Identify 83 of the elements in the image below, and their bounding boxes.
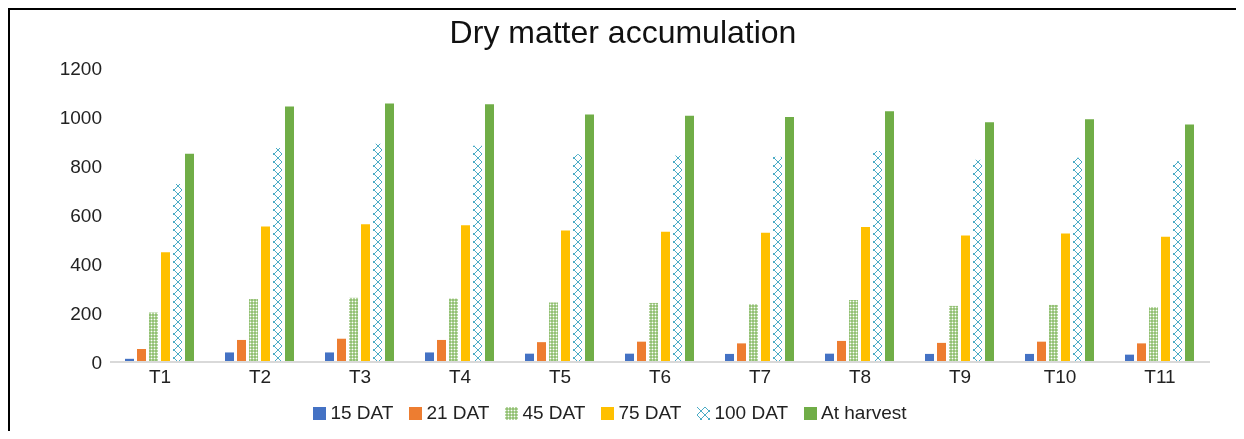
bar — [1061, 233, 1070, 362]
bar — [473, 145, 482, 362]
legend-label: 100 DAT — [713, 402, 789, 424]
bar — [949, 305, 958, 362]
bar — [661, 231, 670, 362]
bar — [261, 226, 270, 362]
x-tick-label: T3 — [348, 366, 372, 388]
bar — [425, 352, 434, 362]
bar — [485, 104, 494, 362]
bar — [749, 304, 758, 362]
bar — [273, 148, 282, 362]
bar — [737, 343, 746, 362]
bar — [1049, 304, 1058, 362]
bar — [585, 114, 594, 362]
bar — [325, 352, 334, 362]
x-tick-label: T1 — [148, 366, 172, 388]
x-tick-label: T10 — [1043, 366, 1077, 388]
bar — [337, 338, 346, 362]
bar — [161, 252, 170, 362]
bar — [449, 298, 458, 362]
bar — [185, 153, 194, 362]
y-tick-label: 600 — [70, 204, 102, 226]
bar — [385, 103, 394, 362]
bar — [225, 352, 234, 362]
x-tick-label: T11 — [1144, 366, 1176, 388]
x-tick-label: T7 — [748, 366, 772, 388]
y-tick-label: 0 — [91, 351, 102, 373]
bar — [461, 225, 470, 362]
bar — [685, 115, 694, 362]
bar — [773, 156, 782, 362]
bar — [861, 227, 870, 362]
bar — [285, 106, 294, 362]
bar — [149, 312, 158, 362]
bar — [1137, 343, 1146, 362]
x-tick-label: T6 — [648, 366, 672, 388]
y-tick-label: 200 — [70, 302, 102, 324]
legend-label: 75 DAT — [617, 402, 682, 424]
x-tick-label: T2 — [248, 366, 272, 388]
legend-label: 21 DAT — [425, 402, 490, 424]
x-tick-label: T5 — [548, 366, 572, 388]
bar — [985, 122, 994, 362]
bar — [885, 111, 894, 362]
x-tick-label: T9 — [948, 366, 972, 388]
bar — [437, 339, 446, 362]
bar — [549, 302, 558, 362]
bar — [1149, 307, 1158, 362]
bar — [961, 235, 970, 362]
bar — [761, 232, 770, 362]
bar — [1185, 124, 1194, 362]
y-tick-label: 400 — [70, 253, 102, 275]
bar — [1173, 161, 1182, 362]
bar — [849, 300, 858, 362]
bar — [237, 339, 246, 362]
bar — [873, 151, 882, 362]
bar — [973, 159, 982, 362]
bar — [173, 183, 182, 362]
bar — [561, 230, 570, 362]
bar — [573, 154, 582, 362]
bar — [937, 342, 946, 362]
bar — [137, 349, 146, 362]
bar — [673, 155, 682, 362]
bar — [1085, 119, 1094, 362]
bar — [837, 340, 846, 362]
bar — [785, 117, 794, 362]
y-tick-label: 1000 — [59, 106, 102, 128]
bar — [373, 143, 382, 362]
bar — [1037, 341, 1046, 362]
bar — [1161, 236, 1170, 362]
bar — [249, 299, 258, 362]
bar — [349, 297, 358, 362]
x-tick-label: T8 — [848, 366, 872, 388]
x-tick-label: T4 — [448, 366, 472, 388]
legend-label: At harvest — [820, 402, 907, 424]
chart-title: Dry matter accumulation — [448, 14, 798, 52]
bar — [1073, 157, 1082, 362]
legend-label: 15 DAT — [329, 402, 394, 424]
y-tick-label: 1200 — [59, 57, 102, 79]
y-tick-label: 800 — [70, 155, 102, 177]
bar — [637, 341, 646, 362]
bar — [649, 302, 658, 362]
bar — [537, 342, 546, 362]
legend-label: 45 DAT — [521, 402, 586, 424]
bar — [361, 224, 370, 362]
